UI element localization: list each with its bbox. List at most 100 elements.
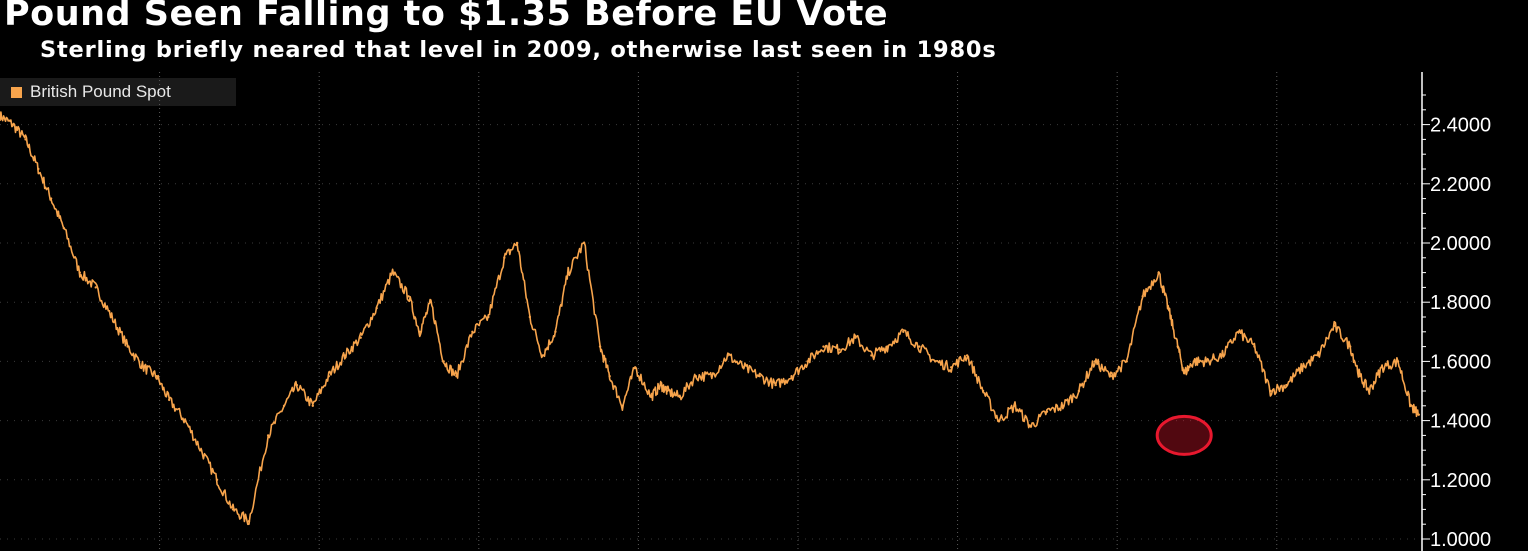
data-point (1253, 345, 1256, 348)
data-point (822, 345, 825, 348)
data-point (566, 271, 570, 274)
data-point (126, 345, 129, 348)
data-point (215, 478, 219, 481)
data-point (78, 271, 81, 274)
data-point (694, 375, 698, 378)
data-point (582, 241, 586, 245)
legend-swatch (11, 87, 22, 98)
y-tick-label: 1.0000 (1430, 529, 1491, 551)
data-point (429, 301, 433, 304)
data-point (886, 345, 889, 348)
y-tick-label: 1.2000 (1430, 470, 1491, 492)
data-point (678, 395, 682, 399)
data-point (633, 366, 637, 369)
data-point (503, 256, 506, 259)
data-point (659, 383, 662, 387)
data-point (282, 404, 286, 407)
data-point (327, 375, 330, 378)
data-point (110, 315, 113, 319)
data-point (758, 375, 761, 378)
data-point (155, 375, 158, 378)
data-point (742, 366, 745, 369)
data-point (608, 375, 611, 378)
chart-legend: British Pound Spot (0, 78, 236, 106)
data-point (1093, 360, 1097, 363)
data-point (1013, 404, 1017, 407)
series-line-british-pound-spot (0, 111, 1420, 526)
data-point (790, 375, 793, 378)
data-point (1141, 295, 1144, 298)
data-point (1192, 360, 1195, 363)
data-point (1045, 410, 1049, 413)
data-point (183, 419, 187, 422)
data-point (1301, 366, 1304, 369)
data-point (1333, 324, 1336, 328)
data-point (621, 404, 624, 407)
data-point (266, 434, 270, 437)
data-point (1409, 404, 1413, 407)
y-tick-label: 2.4000 (1430, 115, 1491, 137)
data-point (726, 354, 729, 357)
y-tick-label: 1.6000 (1430, 351, 1491, 373)
data-point (37, 167, 40, 171)
data-point (710, 375, 713, 378)
data-point (199, 449, 203, 452)
data-point (343, 354, 346, 357)
data-point (1285, 383, 1288, 387)
data-point (1358, 375, 1361, 378)
data-point (541, 354, 544, 357)
data-point (649, 395, 653, 399)
annotation-layer (1155, 414, 1213, 456)
data-point (918, 345, 921, 348)
data-point (0, 114, 2, 117)
data-point (455, 375, 458, 378)
data-point (167, 398, 171, 402)
data-point (554, 330, 557, 333)
data-point (295, 383, 299, 387)
data-point (247, 520, 251, 523)
y-axis: 1.0000 1.2000 1.4000 1.6000 1.8000 2.0000 2.20… (1421, 72, 1491, 551)
data-point (515, 241, 519, 245)
data-point (442, 360, 445, 363)
data-point (981, 389, 985, 393)
y-tick-label: 1.8000 (1430, 292, 1491, 314)
data-point (24, 138, 27, 141)
data-point (49, 197, 53, 200)
data-point (665, 389, 669, 393)
highlight-circle (1155, 414, 1213, 456)
chart-title: Pound Seen Falling to $1.35 Before EU Vo… (4, 0, 889, 34)
data-point (774, 383, 777, 387)
data-point (1368, 389, 1371, 393)
y-tick-label: 2.0000 (1430, 233, 1491, 255)
data-point (1029, 425, 1033, 428)
y-tick-label: 1.4000 (1430, 411, 1491, 433)
grid-lines (0, 72, 1422, 551)
data-point (1237, 330, 1240, 333)
data-point (94, 286, 97, 289)
data-point (142, 366, 145, 369)
data-point (231, 508, 235, 511)
data-point (1396, 360, 1400, 363)
data-point (1176, 345, 1180, 348)
data-point (487, 315, 490, 319)
data-point (62, 227, 66, 230)
data-point (359, 336, 362, 339)
data-point (1167, 306, 1170, 310)
data-point (1183, 372, 1186, 375)
data-point (1109, 375, 1112, 378)
data-point (1157, 271, 1160, 274)
data-point (838, 348, 841, 351)
data-point (311, 404, 315, 407)
data-point (1221, 354, 1224, 357)
data-point (902, 330, 905, 333)
data-point (1348, 345, 1352, 348)
data-point (997, 419, 1001, 422)
data-point (949, 366, 953, 369)
chart-subtitle: Sterling briefly neared that level in 20… (40, 37, 997, 63)
data-point (806, 360, 809, 363)
data-point (1269, 389, 1272, 393)
y-tick-label: 2.2000 (1430, 174, 1491, 196)
data-point (1077, 389, 1081, 393)
data-point (528, 315, 532, 319)
